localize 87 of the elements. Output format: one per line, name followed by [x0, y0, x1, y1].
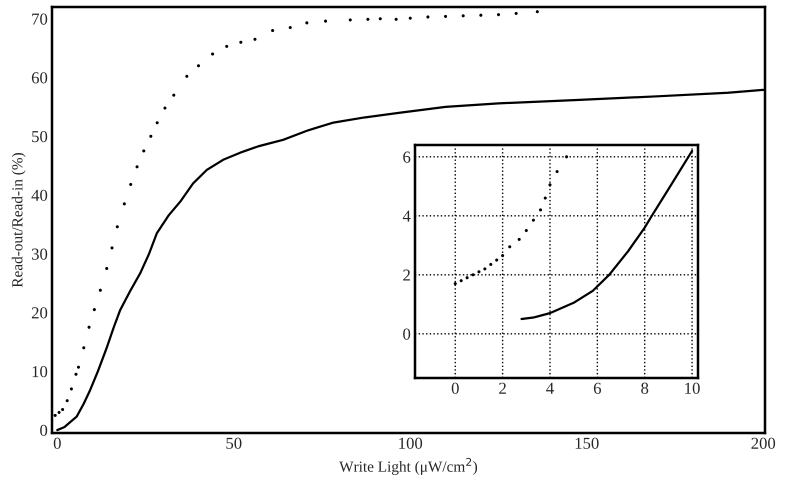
- y-tick-label: 0: [40, 424, 48, 436]
- y-tick-label: 6: [403, 152, 410, 163]
- y-tick-label: 40: [31, 190, 48, 201]
- y-tick-label: 20: [32, 307, 48, 318]
- point: [76, 366, 80, 369]
- point: [477, 270, 480, 274]
- point: [489, 262, 492, 266]
- point: [466, 276, 469, 280]
- point: [98, 288, 102, 292]
- x-tick-label: 10: [685, 382, 700, 394]
- point: [105, 266, 108, 270]
- point: [460, 279, 463, 282]
- point: [211, 52, 214, 56]
- point: [88, 326, 91, 329]
- x-axis-title: Write Light (μW/cm$^{2}$): [339, 458, 478, 475]
- point: [225, 44, 228, 48]
- y-tick-label: 10: [32, 366, 48, 378]
- y-tick-label: 0: [403, 328, 410, 340]
- point: [548, 183, 552, 186]
- point: [471, 273, 475, 276]
- x-tick-label: 0: [452, 382, 459, 394]
- point: [556, 170, 559, 174]
- point: [122, 202, 126, 206]
- point: [532, 218, 535, 222]
- x-tick-label: 150: [576, 438, 599, 449]
- point: [348, 18, 352, 22]
- point: [444, 14, 448, 18]
- point: [129, 182, 132, 186]
- point: [288, 26, 292, 30]
- point: [54, 414, 57, 417]
- point: [136, 165, 139, 168]
- x-tick-label: 200: [751, 438, 776, 449]
- point: [544, 196, 547, 200]
- point: [454, 282, 457, 286]
- point: [239, 40, 242, 44]
- point: [518, 238, 521, 241]
- point: [508, 245, 512, 248]
- point: [116, 225, 119, 228]
- point: [253, 38, 257, 41]
- point: [426, 15, 430, 19]
- point: [501, 254, 504, 258]
- point: [82, 346, 86, 350]
- point: [61, 408, 64, 412]
- point: [142, 149, 146, 153]
- point: [536, 10, 539, 14]
- y-tick-label: 2: [403, 270, 410, 281]
- point: [271, 28, 274, 32]
- y-tick-label: 4: [402, 210, 411, 222]
- point: [156, 121, 159, 124]
- point: [58, 410, 61, 414]
- x-tick-label: 100: [399, 438, 422, 449]
- point: [74, 372, 78, 376]
- point: [483, 267, 486, 270]
- x-tick-label: 50: [226, 438, 242, 449]
- x-tick-label: 0: [54, 438, 61, 449]
- x-tick-label: 2: [499, 382, 506, 394]
- point: [305, 21, 308, 24]
- x-tick-label: 8: [641, 382, 648, 394]
- point: [479, 14, 482, 17]
- point: [394, 18, 398, 21]
- point: [92, 308, 96, 312]
- y-tick-label: 60: [32, 72, 48, 84]
- y-axis-title: Read-out/Read-in (%): [12, 153, 26, 288]
- point: [408, 16, 412, 20]
- point: [196, 64, 200, 68]
- point: [163, 106, 167, 110]
- point: [366, 18, 370, 21]
- point: [70, 387, 73, 390]
- y-tick-label: 70: [32, 13, 48, 25]
- point: [172, 94, 176, 97]
- point: [495, 258, 498, 262]
- x-tick-label: 6: [594, 382, 602, 394]
- x-tick-label: 4: [546, 382, 554, 394]
- point: [66, 399, 69, 402]
- point: [149, 134, 152, 138]
- point: [538, 208, 542, 212]
- point: [524, 228, 528, 232]
- point: [496, 13, 500, 16]
- y-tick-label: 50: [32, 130, 48, 142]
- point: [324, 20, 328, 23]
- point: [110, 246, 114, 250]
- point: [185, 74, 188, 78]
- point: [462, 14, 465, 18]
- point: [514, 12, 518, 16]
- point: [565, 155, 568, 158]
- y-tick-label: 30: [32, 248, 48, 260]
- point: [378, 17, 382, 20]
